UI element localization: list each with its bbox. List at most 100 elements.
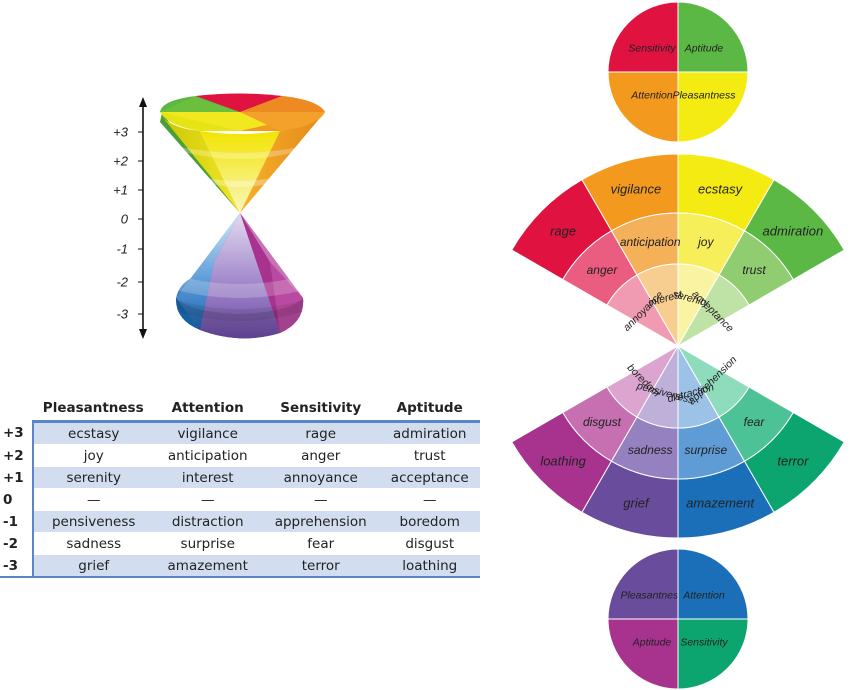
table-row: -2 sadness surprise fear disgust — [0, 532, 480, 555]
wheel-upper-inner-petal — [676, 274, 750, 348]
cone-tick-label: +2 — [113, 154, 129, 169]
bottom-circle-quadrant — [607, 548, 679, 620]
table-row: -1 pensiveness distraction apprehension … — [0, 510, 480, 533]
top-circle-label: Sensitivity — [628, 42, 676, 54]
table-header-aptitude: Aptitude — [379, 398, 480, 423]
table-cell: sadness — [32, 532, 154, 555]
wheel-lower-middle-label: fear — [744, 415, 766, 429]
wheel-lower-outer-label: terror — [777, 453, 809, 468]
table-header-row: Pleasantness Attention Sensitivity Aptit… — [0, 398, 480, 423]
table-cell: fear — [261, 532, 380, 555]
wheel-upper-middle-label: anticipation — [620, 235, 681, 249]
cone-top-rim — [160, 93, 325, 131]
emotion-cone: +3 +2 +1 0 -1 -2 -3 — [113, 93, 325, 339]
row-level: -3 — [0, 554, 34, 578]
table-cell: admiration — [379, 421, 480, 445]
wheel-lower-inner-petal — [676, 344, 750, 418]
wheel-upper-outer-label: admiration — [763, 224, 824, 239]
row-level: +2 — [0, 444, 34, 467]
table-cell: rage — [261, 421, 380, 445]
top-circle-quadrant — [677, 71, 749, 143]
bottom-circle-quadrant — [677, 548, 749, 620]
wheel-lower-middle-label: sadness — [628, 443, 673, 457]
row-level: 0 — [0, 488, 34, 511]
table-cell: — — [379, 488, 480, 511]
wheel-upper-middle-label: trust — [742, 263, 766, 277]
cone-tick-label: +1 — [113, 183, 128, 198]
table-header-level — [0, 398, 33, 422]
row-level: -1 — [0, 510, 34, 533]
row-level: -2 — [0, 532, 34, 555]
cone-upper-front — [200, 131, 280, 213]
table-cell: anticipation — [153, 444, 262, 467]
table-header-attention: Attention — [153, 398, 262, 423]
table-cell: joy — [32, 444, 154, 467]
table-cell: apprehension — [261, 510, 380, 533]
cone-upper-right — [240, 112, 325, 213]
cone-tick-label: -1 — [116, 242, 128, 257]
wheel-lower-outer-label: loathing — [540, 453, 586, 468]
table-cell: grief — [32, 554, 154, 578]
cone-tick-label: -3 — [116, 307, 128, 322]
top-circle-label: Attention — [630, 90, 673, 102]
bottom-circle-label: Attention — [682, 589, 725, 601]
bottom-circle-label: Sensitivity — [680, 637, 728, 649]
table-row: +1 serenity interest annoyance acceptanc… — [0, 466, 480, 489]
wheel-lower-outer-label: grief — [623, 495, 650, 510]
table-cell: — — [32, 488, 154, 511]
top-circle-label: Aptitude — [684, 42, 724, 54]
axis-arrow-down-icon — [139, 329, 147, 339]
table-header-pleasantness: Pleasantness — [32, 398, 154, 423]
table-cell: trust — [379, 444, 480, 467]
emotion-table: Pleasantness Attention Sensitivity Aptit… — [0, 398, 480, 578]
wheel-upper-outer-label: rage — [550, 224, 576, 239]
wheel-upper-outer-label: ecstasy — [698, 182, 744, 197]
wheel-upper-middle-label: joy — [696, 235, 714, 249]
cone-tick-label: 0 — [121, 212, 129, 227]
table-row: 0 — — — — — [0, 488, 480, 511]
wheel-lower-middle-label: surprise — [684, 443, 727, 457]
table-row: -3 grief amazement terror loathing — [0, 554, 480, 578]
bottom-circle-label: Pleasantness — [620, 589, 684, 601]
table-cell: ecstasy — [32, 421, 154, 445]
table-cell: serenity — [32, 466, 154, 489]
cone-tick-label: -2 — [116, 275, 128, 290]
table-cell: vigilance — [153, 421, 262, 445]
bottom-circle-quadrant — [677, 618, 749, 690]
table-row: +3 ecstasy vigilance rage admiration — [0, 421, 480, 445]
row-level: +3 — [0, 421, 34, 445]
wheel-lower-middle-label: disgust — [583, 415, 622, 429]
top-circle-quadrant — [677, 1, 749, 73]
table-cell: acceptance — [379, 466, 480, 489]
wheel-upper-middle-label: anger — [587, 263, 619, 277]
table-cell: interest — [153, 466, 262, 489]
bottom-circle-quadrant — [607, 618, 679, 690]
table-cell: distraction — [153, 510, 262, 533]
table-cell: boredom — [379, 510, 480, 533]
wheel-upper-outer-label: vigilance — [611, 182, 662, 197]
emotion-wheel: rage vigilance ecstasy admiration angerantic… — [511, 1, 845, 690]
top-circle-quadrant — [607, 1, 679, 73]
table-cell: pensiveness — [32, 510, 154, 533]
table-cell: disgust — [379, 532, 480, 555]
cone-upper-left — [160, 114, 240, 213]
row-level: +1 — [0, 466, 34, 489]
cone-tick-label: +3 — [113, 125, 129, 140]
table-cell: anger — [261, 444, 380, 467]
table-cell: loathing — [379, 554, 480, 578]
axis-arrow-up-icon — [139, 97, 147, 107]
table-row: +2 joy anticipation anger trust — [0, 444, 480, 467]
table-cell: amazement — [153, 554, 262, 578]
table-cell: terror — [261, 554, 380, 578]
top-circle-label: Pleasantness — [672, 90, 736, 102]
bottom-circle-label: Aptitude — [632, 637, 672, 649]
wheel-lower-outer-label: amazement — [686, 495, 755, 510]
table-cell: — — [153, 488, 262, 511]
table-cell: — — [261, 488, 380, 511]
table-header-sensitivity: Sensitivity — [261, 398, 380, 423]
top-circle-quadrant — [607, 71, 679, 143]
table-cell: annoyance — [261, 466, 380, 489]
cone-lower-left — [176, 213, 240, 330]
table-cell: surprise — [153, 532, 262, 555]
